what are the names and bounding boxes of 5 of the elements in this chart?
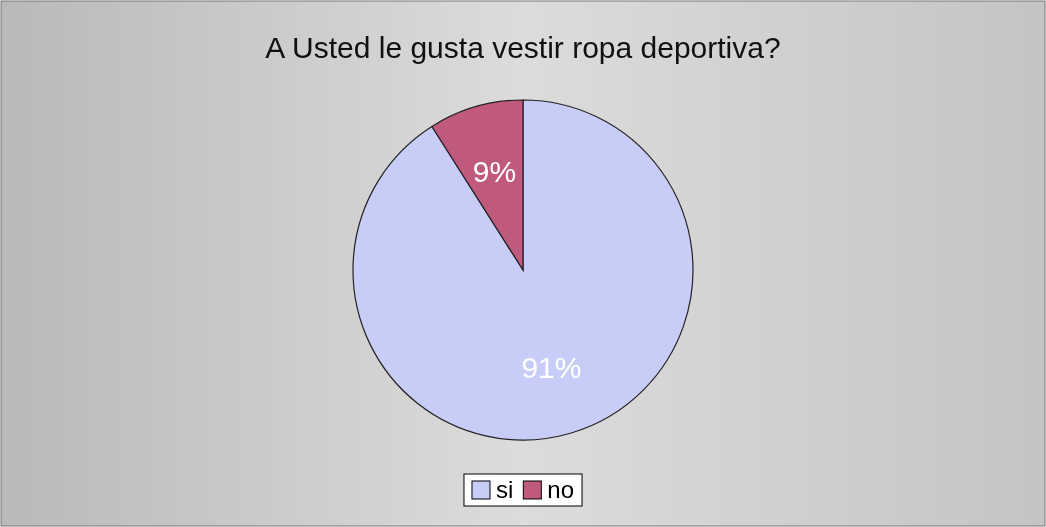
pie-slice: [352, 99, 694, 441]
data-label: 9%: [472, 155, 517, 189]
slice-label: si: [495, 476, 514, 503]
chart-title: A Usted le gusta vestir ropa deportiva?: [265, 31, 781, 64]
legend-label: no: [547, 476, 575, 503]
